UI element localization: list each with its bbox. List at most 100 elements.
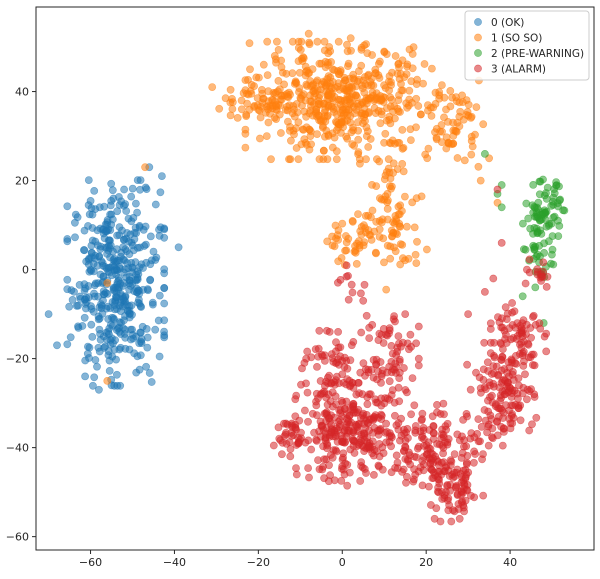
data-point (84, 201, 93, 209)
x-tick-label: −60 (79, 556, 102, 569)
data-point (433, 439, 441, 448)
data-point (376, 358, 385, 366)
data-point (328, 232, 336, 241)
data-point (385, 324, 394, 333)
data-point (371, 248, 380, 257)
data-point (84, 176, 93, 184)
data-point (444, 139, 453, 147)
data-point (322, 409, 330, 418)
data-point (311, 345, 320, 354)
data-point (410, 401, 419, 410)
data-point (334, 235, 342, 244)
data-point (126, 230, 135, 239)
data-point (298, 364, 306, 373)
data-point (272, 115, 280, 123)
data-point (142, 362, 150, 371)
data-point (95, 347, 104, 356)
data-point (112, 270, 120, 279)
data-point (123, 301, 131, 309)
data-point (472, 103, 481, 111)
data-point (357, 437, 365, 446)
data-point (383, 204, 392, 213)
data-point (411, 250, 420, 259)
data-point (134, 270, 143, 278)
data-point (282, 428, 290, 437)
data-point (98, 309, 107, 318)
data-point (328, 65, 337, 74)
data-point (432, 124, 441, 133)
data-point (486, 319, 495, 328)
data-point (404, 101, 413, 110)
data-point (285, 438, 294, 446)
data-point (442, 105, 450, 114)
data-point (369, 470, 378, 479)
data-point (412, 339, 420, 348)
data-point (489, 274, 498, 283)
x-tick-label: 0 (339, 556, 346, 569)
data-point (511, 359, 519, 368)
data-point (323, 237, 332, 246)
data-point (221, 94, 230, 103)
data-point (305, 38, 313, 47)
data-point (105, 236, 114, 245)
data-point (349, 428, 358, 437)
data-point (112, 292, 120, 301)
data-point (157, 172, 166, 180)
data-point (300, 135, 309, 144)
data-point (512, 351, 520, 360)
data-point (304, 417, 312, 426)
data-point (387, 184, 395, 193)
data-point (327, 428, 335, 437)
data-point (334, 343, 343, 352)
data-point (377, 401, 386, 410)
data-point (328, 241, 337, 250)
data-point (346, 356, 355, 365)
data-point (408, 374, 417, 382)
data-point (444, 118, 452, 126)
data-point (386, 254, 395, 263)
data-point (305, 145, 314, 154)
data-point (414, 442, 423, 451)
data-point (274, 423, 283, 432)
data-point (476, 437, 484, 446)
data-point (439, 399, 448, 408)
data-point (85, 354, 93, 362)
data-point (148, 300, 157, 309)
legend-marker (474, 33, 482, 42)
data-point (348, 140, 357, 149)
data-point (136, 302, 145, 311)
data-point (121, 293, 130, 301)
data-point (525, 255, 534, 264)
data-point (337, 396, 346, 405)
data-point (126, 281, 135, 290)
data-point (121, 333, 130, 342)
data-point (474, 415, 483, 423)
data-point (160, 284, 169, 293)
data-point (287, 421, 296, 430)
data-point (364, 143, 373, 151)
data-point (438, 487, 446, 496)
data-point (129, 246, 138, 255)
data-point (395, 91, 403, 99)
data-point (401, 442, 409, 451)
data-point (84, 282, 93, 290)
data-point (108, 261, 117, 270)
data-point (106, 340, 115, 349)
data-point (104, 267, 113, 276)
data-point (355, 159, 364, 168)
data-point (467, 150, 476, 159)
legend-label: 1 (SO SO) (491, 33, 542, 45)
data-point (363, 127, 372, 136)
data-point (502, 315, 511, 323)
data-point (363, 400, 372, 409)
data-point (388, 386, 397, 394)
data-point (477, 422, 486, 431)
data-point (372, 94, 381, 103)
data-point (174, 243, 183, 252)
data-point (139, 225, 148, 234)
data-point (424, 144, 433, 153)
data-point (458, 432, 466, 441)
data-point (357, 462, 365, 470)
